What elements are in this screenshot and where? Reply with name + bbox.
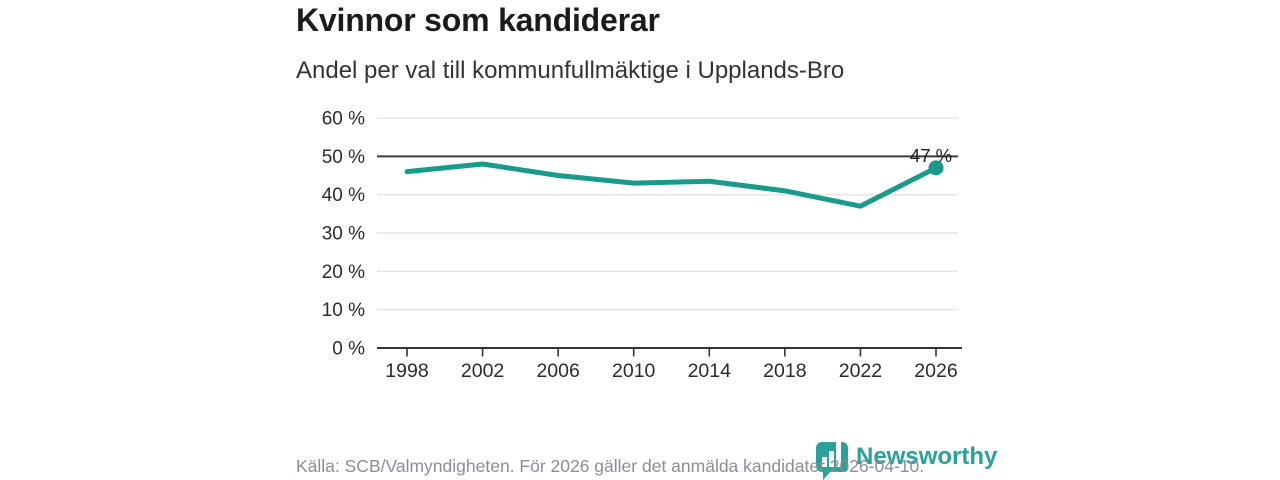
newsworthy-logo-text: Newsworthy [856, 443, 998, 470]
x-tick-label: 2014 [688, 360, 732, 382]
x-tick-label: 2010 [612, 360, 656, 382]
x-tick-label: 2022 [839, 360, 882, 382]
y-tick-label: 20 % [322, 262, 365, 283]
end-point-marker [928, 160, 944, 176]
y-tick-label: 60 % [322, 109, 365, 130]
end-value-label: 47 % [910, 145, 952, 166]
y-tick-label: 50 % [322, 147, 365, 168]
page-title: Kvinnor som kandiderar [296, 2, 660, 38]
y-tick-label: 0 % [332, 339, 365, 360]
y-tick-label: 10 % [322, 300, 365, 321]
x-tick-label: 2026 [914, 360, 957, 382]
newsworthy-logo: Newsworthy [813, 441, 997, 480]
x-tick-label: 1998 [385, 360, 428, 382]
x-tick-label: 2002 [461, 360, 504, 382]
newsworthy-chart-bubble-icon [813, 441, 851, 480]
x-tick-label: 2006 [536, 360, 579, 382]
chart-subtitle: Andel per val till kommunfullmäktige i U… [296, 57, 845, 84]
y-tick-label: 30 % [322, 224, 365, 245]
x-tick-label: 2018 [763, 360, 806, 382]
y-tick-label: 40 % [322, 185, 365, 206]
source-attribution: Källa: SCB/Valmyndigheten. För 2026 gäll… [296, 456, 925, 476]
data-line [404, 161, 939, 209]
